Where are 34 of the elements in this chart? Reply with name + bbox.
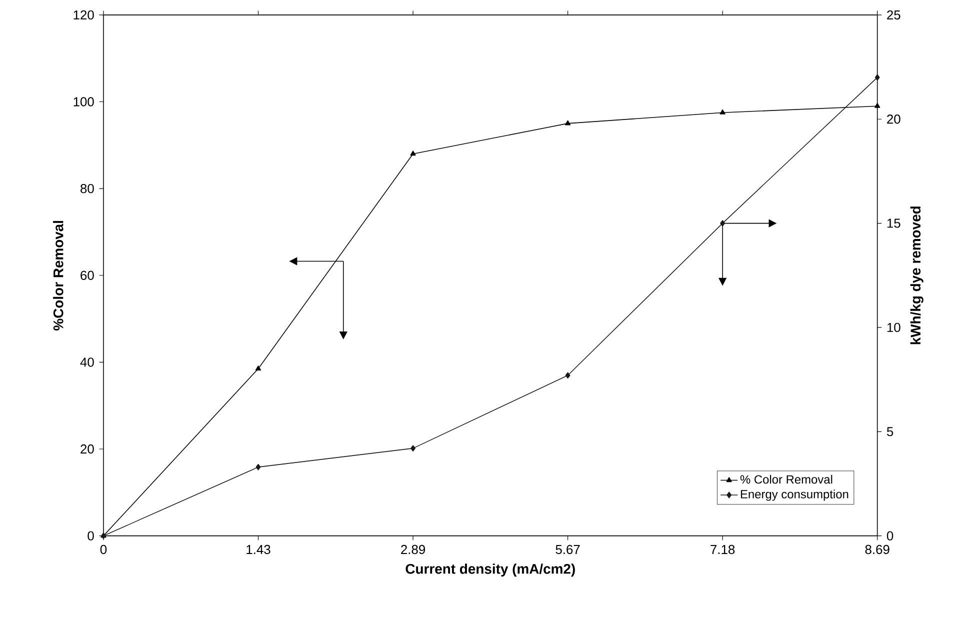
point (410, 150, 416, 156)
point (874, 102, 880, 108)
x-tick-label: 0 (100, 544, 107, 554)
point (255, 365, 262, 370)
point (874, 74, 880, 80)
y-tick-label: 0 (88, 531, 94, 540)
y-tick-label: 80 (80, 184, 94, 193)
point (720, 109, 726, 114)
y2-axis-title: kWh/kg dye removed (910, 206, 924, 344)
y2-tick-label: 20 (887, 114, 900, 124)
y-tick-label: 100 (74, 96, 94, 106)
x-tick-label: 7.18 (710, 544, 735, 554)
x-axis-title: Current density (mA/cm2) (406, 563, 575, 576)
y2-tick-label: 15 (887, 218, 900, 228)
x-tick-label: 8.69 (865, 544, 890, 554)
point (256, 464, 261, 470)
point (565, 372, 570, 378)
y2-tick-label: 10 (887, 322, 900, 332)
y2-tick-label: 25 (887, 10, 900, 20)
x-tick-label: 2.89 (401, 544, 426, 554)
x-tick-label: 1.43 (246, 544, 270, 554)
y-tick-label: 40 (80, 357, 94, 367)
x-tick-label: 5.67 (556, 544, 580, 554)
legend-label: % Color Removal (740, 474, 832, 484)
y-tick-label: 60 (80, 270, 94, 280)
y2-tick-label: 5 (886, 426, 894, 436)
point (410, 444, 416, 452)
point (564, 120, 571, 126)
legend-label: Energy consumption (740, 489, 848, 501)
y-axis-title: %Color Removal (53, 220, 64, 330)
y-tick-label: 20 (80, 444, 94, 454)
y-tick-label: 120 (74, 10, 94, 20)
y2-tick-label: 0 (886, 531, 894, 540)
point (720, 220, 726, 226)
